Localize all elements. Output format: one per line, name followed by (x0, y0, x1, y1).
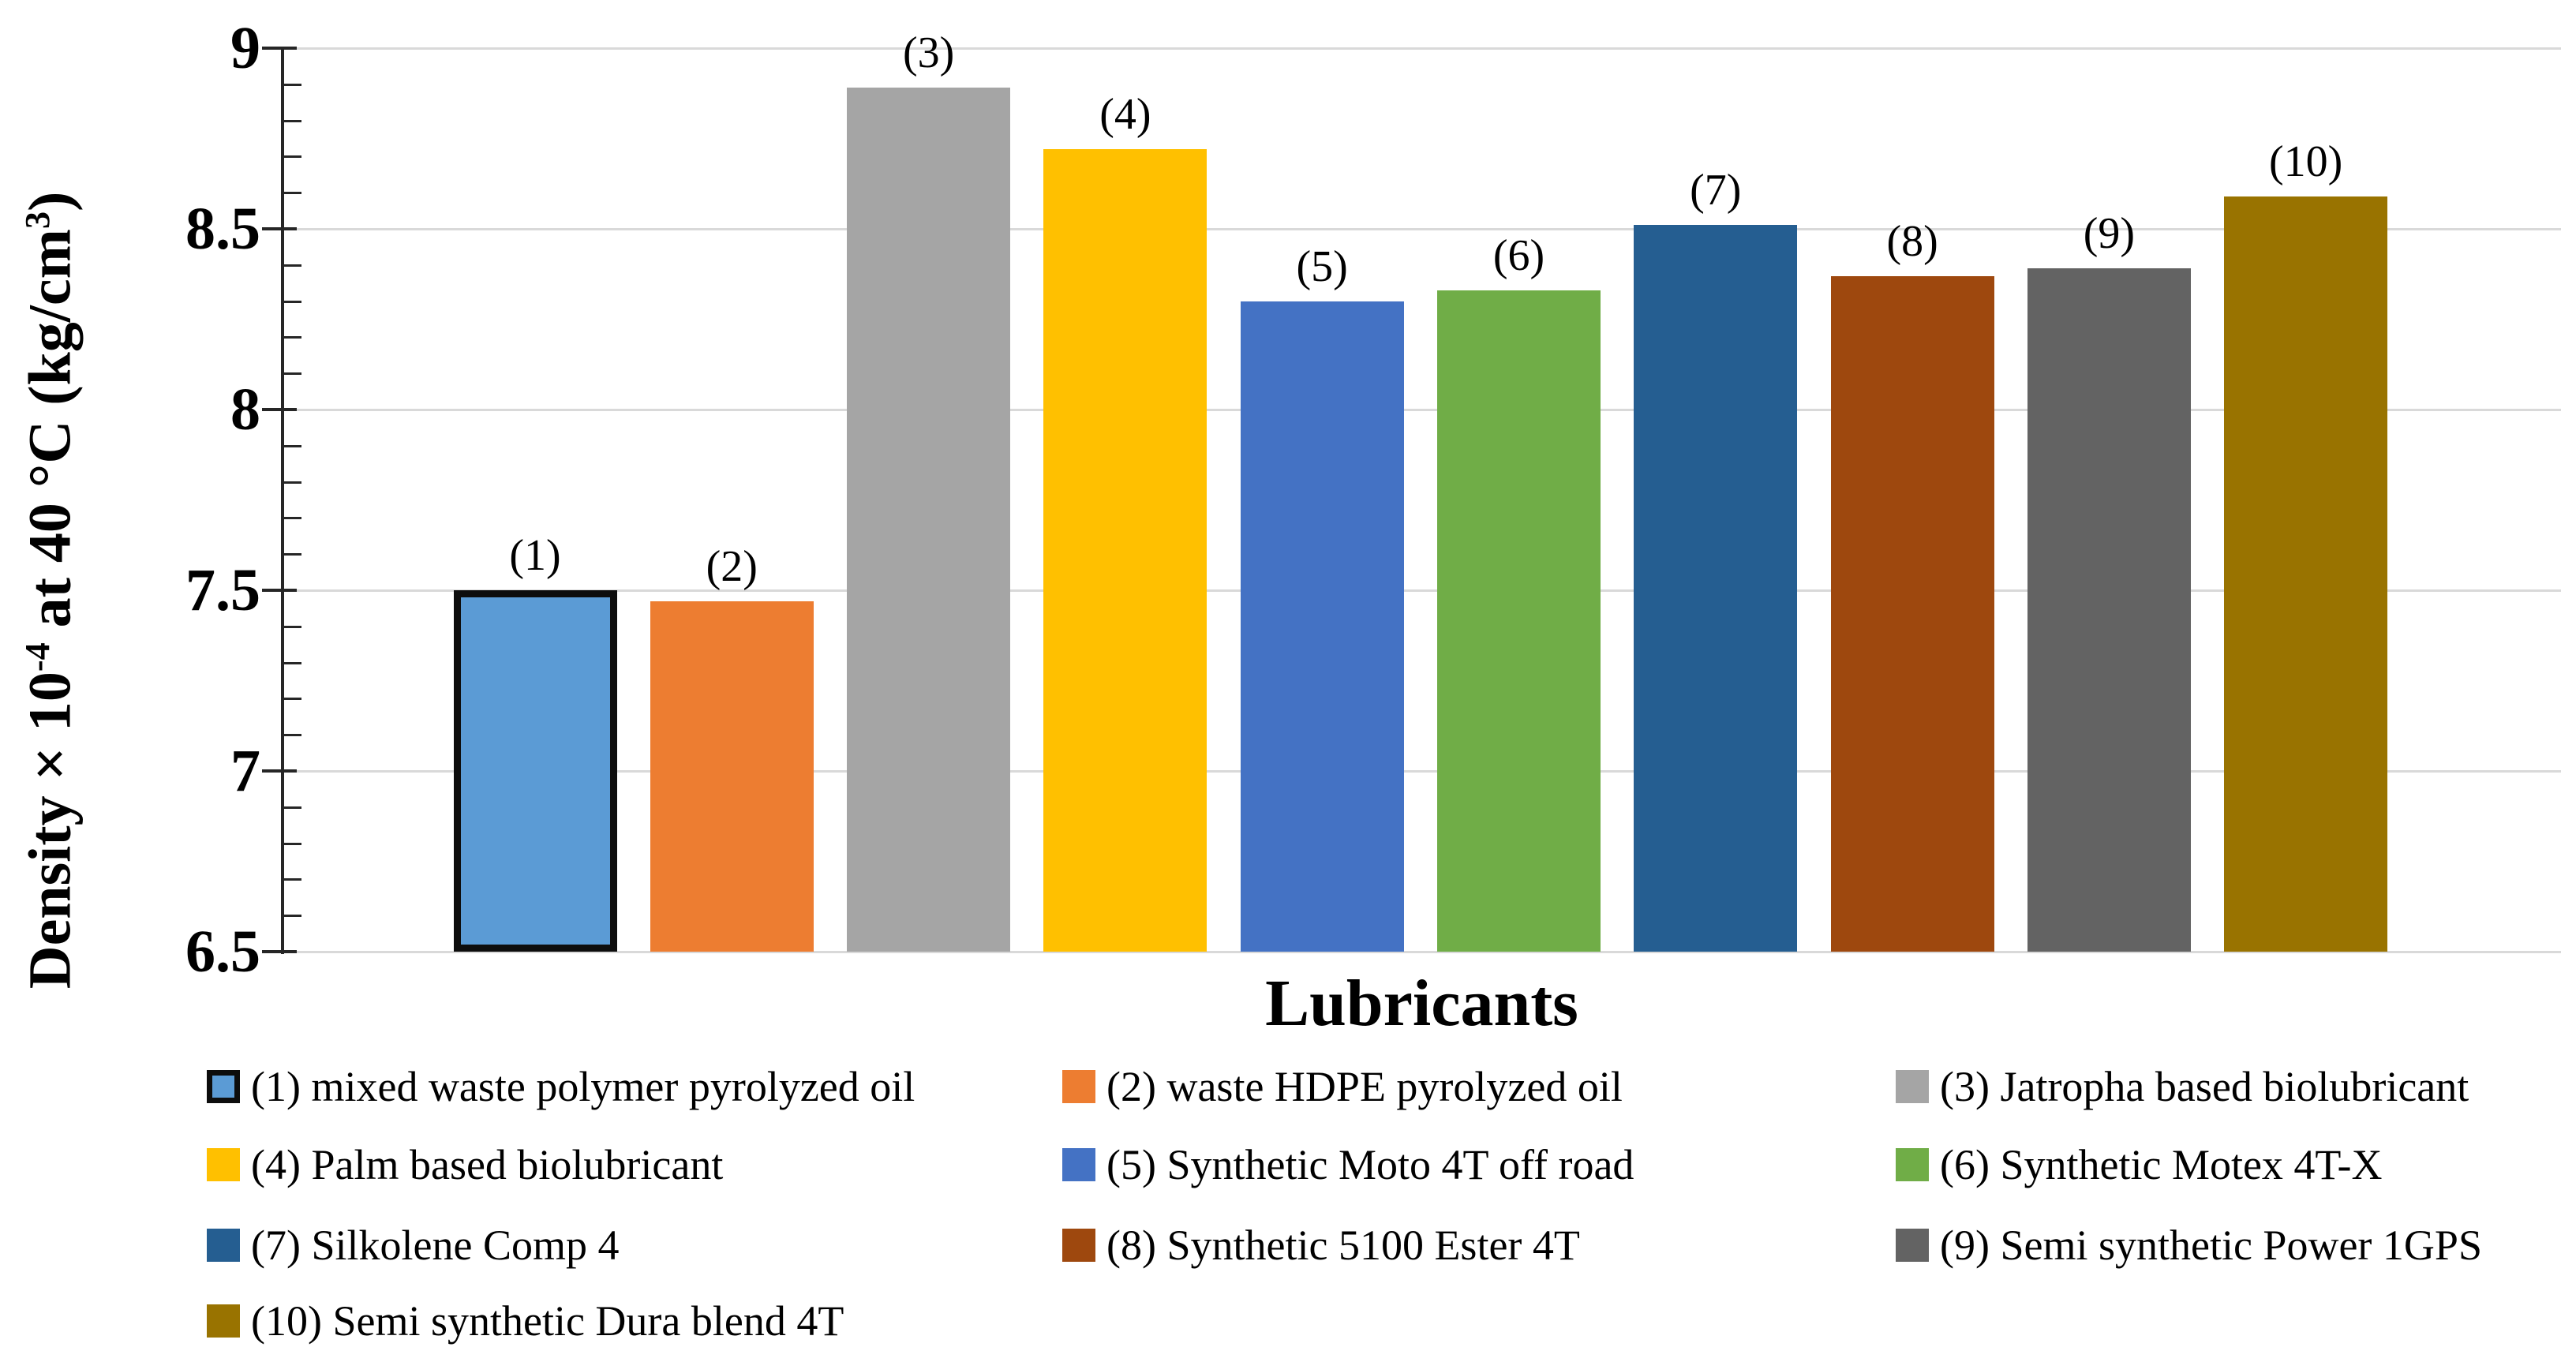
y-tick-label: 9 (230, 15, 260, 81)
y-minor-tick (283, 336, 301, 339)
legend-swatch-10 (207, 1304, 240, 1338)
y-minor-tick (283, 300, 301, 303)
legend-label-3: (3) Jatropha based biolubricant (1940, 1063, 2469, 1110)
legend-label-9: (9) Semi synthetic Power 1GPS (1940, 1222, 2482, 1269)
bar-value-label: (10) (2269, 137, 2343, 186)
legend-swatch-6 (1896, 1148, 1929, 1181)
bar-value-label: (2) (706, 541, 758, 591)
legend-label-1: (1) mixed waste polymer pyrolyzed oil (251, 1063, 915, 1110)
y-major-tick (262, 589, 297, 592)
bar-(10) (2224, 196, 2388, 952)
bar-value-label: (3) (902, 28, 955, 78)
y-major-tick (262, 769, 297, 773)
y-minor-tick (283, 192, 301, 195)
y-major-tick (262, 227, 297, 230)
y-axis-title-superscript-exponent: -4 (18, 642, 58, 672)
y-major-tick (262, 950, 297, 953)
legend-item-7: (7) Silkolene Comp 4 (207, 1222, 619, 1268)
y-minor-tick (283, 119, 301, 122)
legend-swatch-2 (1062, 1070, 1095, 1103)
y-minor-tick (283, 661, 301, 664)
legend-item-6: (6) Synthetic Motex 4T-X (1896, 1142, 2382, 1188)
legend-item-1: (1) mixed waste polymer pyrolyzed oil (207, 1064, 915, 1109)
bar-value-label: (1) (509, 531, 561, 580)
legend-item-2: (2) waste HDPE pyrolyzed oil (1062, 1064, 1623, 1109)
bar-(7) (1634, 225, 1798, 952)
bar-value-label: (9) (2083, 209, 2136, 259)
legend-item-8: (8) Synthetic 5100 Ester 4T (1062, 1222, 1580, 1268)
bar-(8) (1830, 275, 1994, 952)
y-major-tick (262, 408, 297, 411)
y-tick-label: 7.5 (185, 557, 260, 623)
legend-label-10: (10) Semi synthetic Dura blend 4T (251, 1297, 844, 1345)
bar-(6) (1437, 290, 1601, 952)
y-minor-tick (283, 481, 301, 484)
bar-value-label: (4) (1099, 90, 1151, 140)
y-tick-label: 8 (230, 376, 260, 443)
gridline-y-7 (283, 770, 2561, 773)
gridline-y-8.5 (283, 228, 2561, 230)
legend-item-9: (9) Semi synthetic Power 1GPS (1896, 1222, 2482, 1268)
y-minor-tick (283, 372, 301, 376)
bar-value-label: (8) (1886, 216, 1938, 266)
legend-label-5: (5) Synthetic Moto 4T off road (1106, 1141, 1634, 1188)
y-minor-tick (283, 444, 301, 447)
y-axis-line (281, 48, 284, 954)
gridline-y-6.5 (283, 951, 2561, 953)
bar-(4) (1043, 149, 1208, 952)
legend-swatch-7 (207, 1229, 240, 1262)
y-minor-tick (283, 155, 301, 159)
legend-label-6: (6) Synthetic Motex 4T-X (1940, 1141, 2383, 1188)
legend-label-8: (8) Synthetic 5100 Ester 4T (1106, 1222, 1580, 1269)
legend-swatch-5 (1062, 1148, 1095, 1181)
legend-item-5: (5) Synthetic Moto 4T off road (1062, 1142, 1634, 1188)
y-minor-tick (283, 878, 301, 881)
legend-swatch-9 (1896, 1229, 1929, 1262)
y-minor-tick (283, 625, 301, 628)
bar-(1) (453, 590, 617, 952)
legend-label-4: (4) Palm based biolubricant (251, 1141, 724, 1188)
legend-swatch-1 (207, 1070, 240, 1103)
y-minor-tick (283, 553, 301, 556)
y-tick-label: 6.5 (185, 919, 260, 985)
gridline-y-9 (283, 47, 2561, 50)
y-minor-tick (283, 842, 301, 845)
y-major-tick (262, 47, 297, 50)
legend-swatch-8 (1062, 1229, 1095, 1262)
bar-value-label: (6) (1492, 230, 1545, 280)
y-minor-tick (283, 264, 301, 267)
bar-(3) (847, 88, 1011, 952)
bar-value-label: (5) (1296, 241, 1348, 291)
gridline-y-7.5 (283, 589, 2561, 592)
y-minor-tick (283, 734, 301, 737)
bar-(2) (650, 601, 814, 952)
y-tick-label: 8.5 (185, 196, 260, 262)
y-minor-tick (283, 915, 301, 918)
bar-(5) (1240, 301, 1404, 952)
legend-item-4: (4) Palm based biolubricant (207, 1142, 723, 1188)
y-minor-tick (283, 517, 301, 520)
bar-(9) (2027, 268, 2191, 952)
y-minor-tick (283, 698, 301, 701)
legend-swatch-3 (1896, 1070, 1929, 1103)
legend-label-7: (7) Silkolene Comp 4 (251, 1222, 620, 1269)
y-tick-label: 7 (230, 738, 260, 804)
y-minor-tick (283, 806, 301, 809)
legend-item-3: (3) Jatropha based biolubricant (1896, 1064, 2469, 1109)
legend-item-10: (10) Semi synthetic Dura blend 4T (207, 1298, 844, 1344)
legend-swatch-4 (207, 1148, 240, 1181)
gridline-y-8 (283, 409, 2561, 411)
y-minor-tick (283, 83, 301, 86)
x-axis-title: Lubricants (1265, 967, 1578, 1040)
bar-value-label: (7) (1690, 166, 1742, 215)
legend-label-2: (2) waste HDPE pyrolyzed oil (1106, 1063, 1623, 1110)
